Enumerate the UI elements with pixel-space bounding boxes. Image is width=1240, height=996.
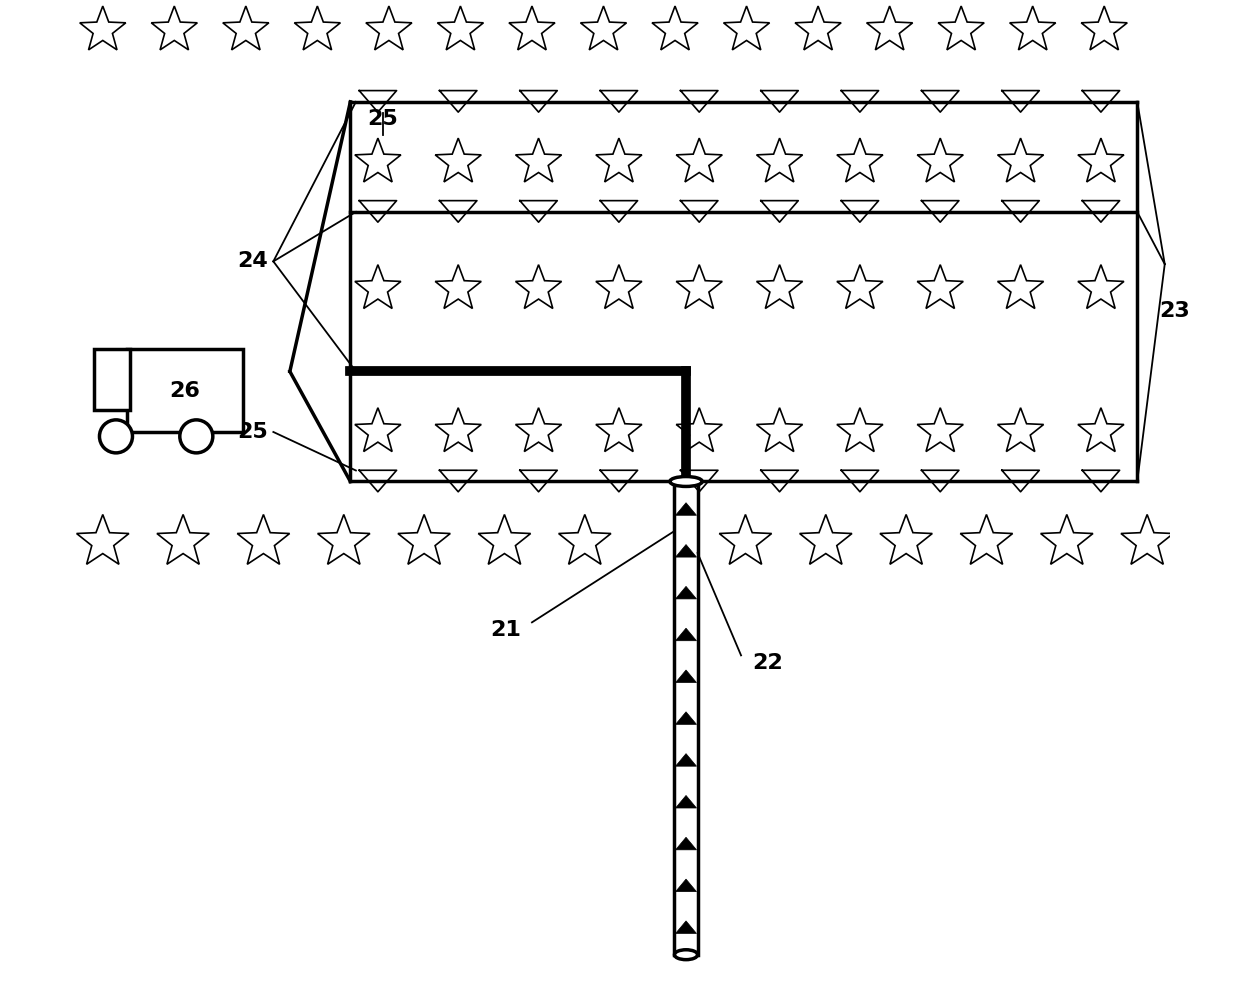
Polygon shape: [867, 6, 913, 50]
Polygon shape: [1009, 6, 1055, 50]
Polygon shape: [837, 265, 883, 309]
Circle shape: [180, 420, 213, 453]
Polygon shape: [676, 754, 697, 766]
Polygon shape: [366, 6, 412, 50]
Ellipse shape: [670, 476, 702, 486]
Polygon shape: [837, 407, 883, 451]
Polygon shape: [800, 515, 852, 565]
Text: 25: 25: [237, 422, 268, 442]
Polygon shape: [237, 515, 290, 565]
Polygon shape: [756, 138, 802, 182]
Polygon shape: [676, 138, 722, 182]
Polygon shape: [558, 515, 611, 565]
Polygon shape: [516, 407, 562, 451]
Text: 26: 26: [170, 380, 200, 400]
Polygon shape: [676, 545, 697, 557]
Polygon shape: [676, 628, 697, 640]
Polygon shape: [435, 138, 481, 182]
Polygon shape: [398, 515, 450, 565]
Bar: [126, 350, 243, 432]
Polygon shape: [756, 407, 802, 451]
Polygon shape: [355, 265, 401, 309]
Ellipse shape: [675, 950, 698, 960]
Polygon shape: [508, 6, 556, 50]
Polygon shape: [918, 138, 963, 182]
Polygon shape: [676, 838, 697, 850]
Polygon shape: [1121, 515, 1173, 565]
Polygon shape: [596, 265, 642, 309]
Text: 21: 21: [490, 621, 521, 640]
Polygon shape: [355, 138, 401, 182]
Text: 23: 23: [1159, 301, 1190, 321]
Polygon shape: [294, 6, 341, 50]
Text: 24: 24: [237, 251, 268, 271]
Polygon shape: [157, 515, 210, 565]
Polygon shape: [1040, 515, 1092, 565]
Polygon shape: [1078, 265, 1123, 309]
Polygon shape: [960, 515, 1013, 565]
Polygon shape: [435, 407, 481, 451]
Polygon shape: [837, 138, 883, 182]
Polygon shape: [516, 138, 562, 182]
Polygon shape: [918, 407, 963, 451]
Polygon shape: [676, 879, 697, 891]
Polygon shape: [580, 6, 626, 50]
Polygon shape: [1081, 6, 1127, 50]
Polygon shape: [516, 265, 562, 309]
Polygon shape: [77, 515, 129, 565]
Polygon shape: [223, 6, 269, 50]
Polygon shape: [997, 265, 1044, 309]
Polygon shape: [676, 712, 697, 724]
Polygon shape: [676, 587, 697, 599]
Polygon shape: [939, 6, 985, 50]
Polygon shape: [676, 921, 697, 933]
Polygon shape: [479, 515, 531, 565]
Polygon shape: [719, 515, 771, 565]
Text: 22: 22: [751, 653, 782, 673]
Polygon shape: [880, 515, 932, 565]
Polygon shape: [997, 138, 1044, 182]
Polygon shape: [596, 138, 642, 182]
Polygon shape: [676, 503, 697, 515]
Polygon shape: [676, 407, 722, 451]
Polygon shape: [918, 265, 963, 309]
Polygon shape: [676, 265, 722, 309]
Polygon shape: [438, 6, 484, 50]
Polygon shape: [435, 265, 481, 309]
Polygon shape: [795, 6, 841, 50]
Text: 25: 25: [367, 110, 398, 129]
Polygon shape: [1078, 407, 1123, 451]
Polygon shape: [1078, 138, 1123, 182]
Polygon shape: [676, 796, 697, 808]
Polygon shape: [676, 670, 697, 682]
Bar: [94, 350, 130, 410]
Polygon shape: [997, 407, 1044, 451]
Circle shape: [99, 420, 133, 453]
Polygon shape: [79, 6, 125, 50]
Polygon shape: [151, 6, 197, 50]
Polygon shape: [355, 407, 401, 451]
Polygon shape: [756, 265, 802, 309]
Polygon shape: [723, 6, 770, 50]
Polygon shape: [317, 515, 370, 565]
Polygon shape: [596, 407, 642, 451]
Polygon shape: [652, 6, 698, 50]
